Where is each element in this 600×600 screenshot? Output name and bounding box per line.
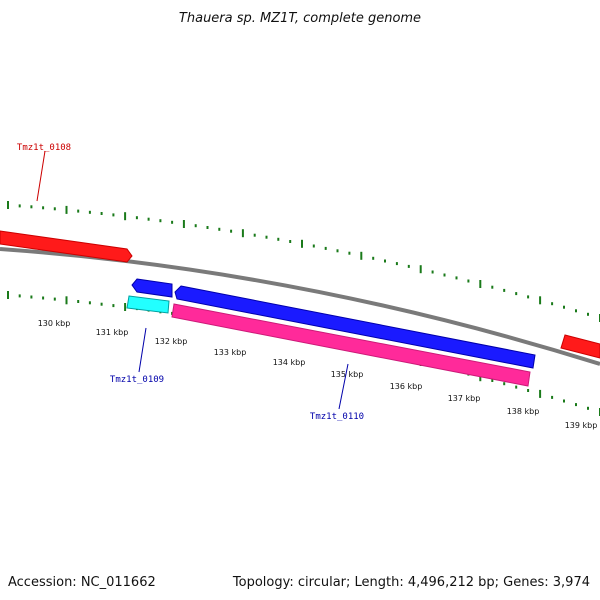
outer-tick: [18, 204, 21, 208]
outer-tick: [124, 212, 127, 221]
inner-tick: [575, 403, 577, 407]
outer-tick: [230, 229, 233, 233]
inner-tick: [53, 297, 56, 301]
inner-tick: [503, 382, 506, 386]
tick-label-134: 134 kbp: [273, 358, 306, 367]
outer-tick: [395, 262, 398, 266]
tick-label-135: 135 kbp: [331, 370, 364, 379]
outer-tick: [182, 220, 185, 228]
outer-tick: [443, 273, 446, 277]
tick-label-136: 136 kbp: [390, 382, 423, 391]
outer-tick: [407, 264, 410, 268]
tick-label-132: 132 kbp: [155, 337, 188, 346]
inner-tick: [100, 302, 103, 306]
outer-tick: [503, 288, 506, 292]
outer-tick: [253, 233, 256, 237]
gene-tmz1t-0109-arrow[interactable]: [131, 278, 173, 298]
inner-tick: [77, 300, 80, 303]
tick-label-139: 139 kbp: [565, 421, 598, 430]
outer-tick: [112, 213, 115, 217]
tick-labels: 130 kbp 131 kbp 132 kbp 133 kbp 134 kbp …: [38, 319, 598, 430]
outer-tick: [551, 302, 554, 306]
outer-tick: [491, 285, 494, 289]
gene-forward-right-edge[interactable]: [560, 334, 600, 359]
outer-tick: [324, 246, 327, 250]
inner-tick: [30, 295, 33, 299]
leader-line-0110: [338, 363, 349, 410]
outer-tick: [171, 220, 174, 224]
outer-tick: [479, 280, 482, 288]
rrna-feature[interactable]: [171, 303, 531, 387]
outer-tick: [65, 205, 68, 214]
accession-text: Accession: NC_011662: [8, 575, 156, 590]
outer-tick: [515, 292, 518, 296]
outer-tick: [77, 209, 80, 213]
outer-tick: [372, 256, 375, 260]
tick-label-131: 131 kbp: [96, 328, 129, 337]
inner-tick: [527, 389, 530, 392]
outer-tick: [265, 235, 268, 239]
outer-tick: [384, 259, 386, 263]
gene-tmz1t-0110[interactable]: [174, 285, 536, 369]
outer-tick: [336, 249, 339, 253]
outer-tick: [88, 210, 91, 214]
outer-tick: [563, 305, 565, 309]
outer-tick: [135, 216, 138, 220]
outer-tick: [348, 251, 351, 255]
gene-label-0110[interactable]: Tmz1t_0110: [310, 412, 364, 422]
inner-tick: [539, 389, 542, 398]
tick-label-137: 137 kbp: [448, 394, 481, 403]
outer-tick: [539, 296, 542, 305]
outer-tick: [587, 312, 589, 316]
outer-tick: [277, 237, 280, 241]
inner-tick: [65, 296, 68, 305]
genome-backbone: [0, 247, 600, 366]
inner-tick: [124, 303, 127, 311]
outer-tick: [100, 212, 103, 215]
outer-tick: [360, 251, 363, 260]
outer-tick: [301, 239, 303, 248]
gene-label-0109[interactable]: Tmz1t_0109: [110, 375, 164, 385]
inner-tick: [551, 395, 554, 399]
inner-tick: [18, 294, 21, 298]
outer-tick: [147, 217, 150, 221]
outer-tick: [431, 270, 434, 274]
outer-tick: [241, 229, 244, 238]
leader-line-0109: [138, 327, 147, 373]
outer-tick: [218, 227, 221, 231]
outer-tick: [455, 276, 458, 280]
gene-tmz1t-0108[interactable]: [0, 230, 133, 263]
outer-tick: [30, 205, 33, 209]
map-title: Thauera sp. MZ1T, complete genome: [179, 11, 421, 26]
inner-tick: [491, 379, 494, 382]
trna-feature[interactable]: [126, 295, 170, 314]
outer-tick: [42, 206, 45, 210]
outer-tick: [194, 224, 197, 228]
inner-tick: [587, 406, 589, 410]
outer-tick: [312, 244, 315, 248]
outer-tick: [527, 295, 530, 299]
leader-line-0108: [36, 150, 46, 202]
inner-tick: [112, 304, 115, 308]
outer-tick: [53, 207, 56, 211]
inner-tick: [7, 291, 9, 299]
inner-tick: [42, 296, 45, 300]
tick-label-138: 138 kbp: [507, 407, 540, 416]
inner-tick: [563, 399, 565, 403]
outer-tick-ring: [7, 201, 600, 322]
gene-label-0108[interactable]: Tmz1t_0108: [17, 143, 71, 153]
outer-tick: [159, 219, 162, 223]
inner-tick: [88, 301, 91, 305]
tick-label-130: 130 kbp: [38, 319, 71, 328]
outer-tick: [575, 309, 577, 313]
outer-tick: [289, 240, 292, 243]
outer-tick: [7, 201, 9, 209]
inner-tick: [515, 385, 518, 389]
tick-label-133: 133 kbp: [214, 348, 247, 357]
outer-tick: [467, 279, 470, 283]
outer-tick: [206, 226, 209, 229]
genome-info-text: Topology: circular; Length: 4,496,212 bp…: [232, 575, 590, 590]
outer-tick: [419, 265, 422, 274]
